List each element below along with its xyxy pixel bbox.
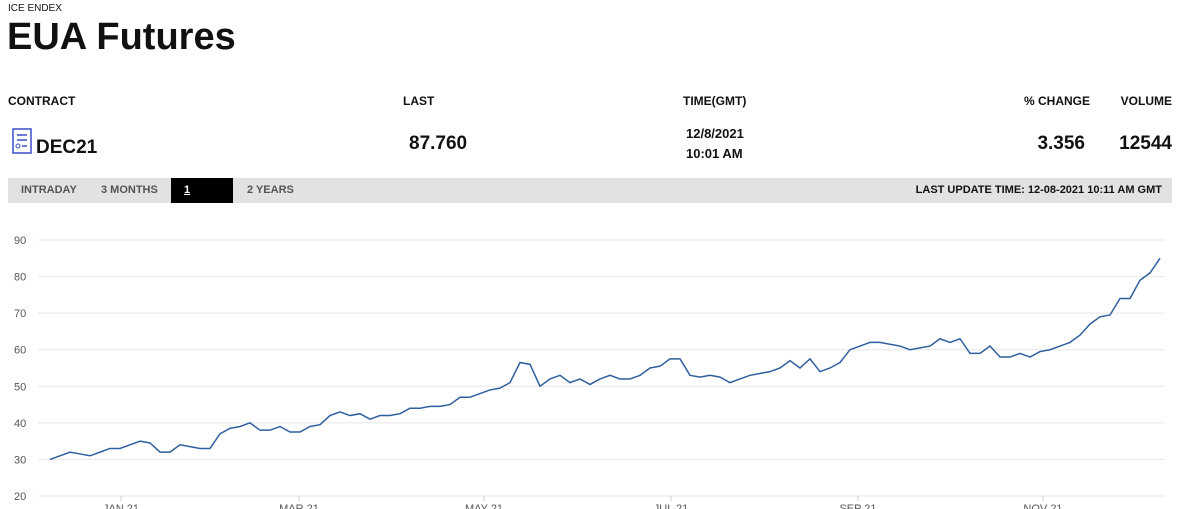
y-tick-label: 80 <box>14 272 26 284</box>
last-update: LAST UPDATE TIME: 12-08-2021 10:11 AM GM… <box>915 184 1162 196</box>
tab[interactable]: INTRADAY <box>21 184 77 196</box>
y-tick-label: 30 <box>14 454 26 466</box>
x-tick-label: MAY 21 <box>465 503 503 509</box>
time: 10:01 AM <box>686 146 743 161</box>
last-price: 87.760 <box>409 133 468 154</box>
chart: 20 30 40 50 60 70 80 90 JAN 21 MAR 21 MAY 21 JUL 21… <box>14 235 1165 509</box>
y-tick-label: 60 <box>14 345 26 357</box>
x-tick-label: MAR 21 <box>279 503 319 509</box>
tab[interactable]: 1 YEAR <box>171 178 233 221</box>
change: 3.356 <box>1037 133 1085 154</box>
column-header: TIME(GMT) <box>683 94 747 108</box>
tab[interactable]: 2 YEARS <box>247 184 294 196</box>
y-tick-label: 50 <box>14 381 26 393</box>
x-tick-label: JUL 21 <box>654 503 688 509</box>
y-tick-label: 70 <box>14 308 26 320</box>
x-tick-label: JAN 21 <box>103 503 139 509</box>
volume: 12544 <box>1119 133 1172 154</box>
y-tick-label: 40 <box>14 418 26 430</box>
line <box>49 257 1161 461</box>
column-header: % CHANGE <box>1023 94 1090 108</box>
date: 12/8/2021 <box>686 126 744 141</box>
contract[interactable]: DEC21 <box>36 137 98 158</box>
y-tick-label: 20 <box>14 491 26 503</box>
column-header: CONTRACT <box>8 94 76 108</box>
page-title: EUA Futures <box>7 16 236 58</box>
contract-icon <box>12 128 32 154</box>
source: ICE ENDEX <box>8 3 62 14</box>
tab[interactable]: 3 MONTHS <box>101 184 158 196</box>
column-header: LAST <box>403 94 435 108</box>
x-tick-label: NOV 21 <box>1023 503 1062 509</box>
x-tick-label: SEP 21 <box>839 503 876 509</box>
y-tick-label: 90 <box>14 235 26 247</box>
column-header: VOLUME <box>1120 94 1172 108</box>
